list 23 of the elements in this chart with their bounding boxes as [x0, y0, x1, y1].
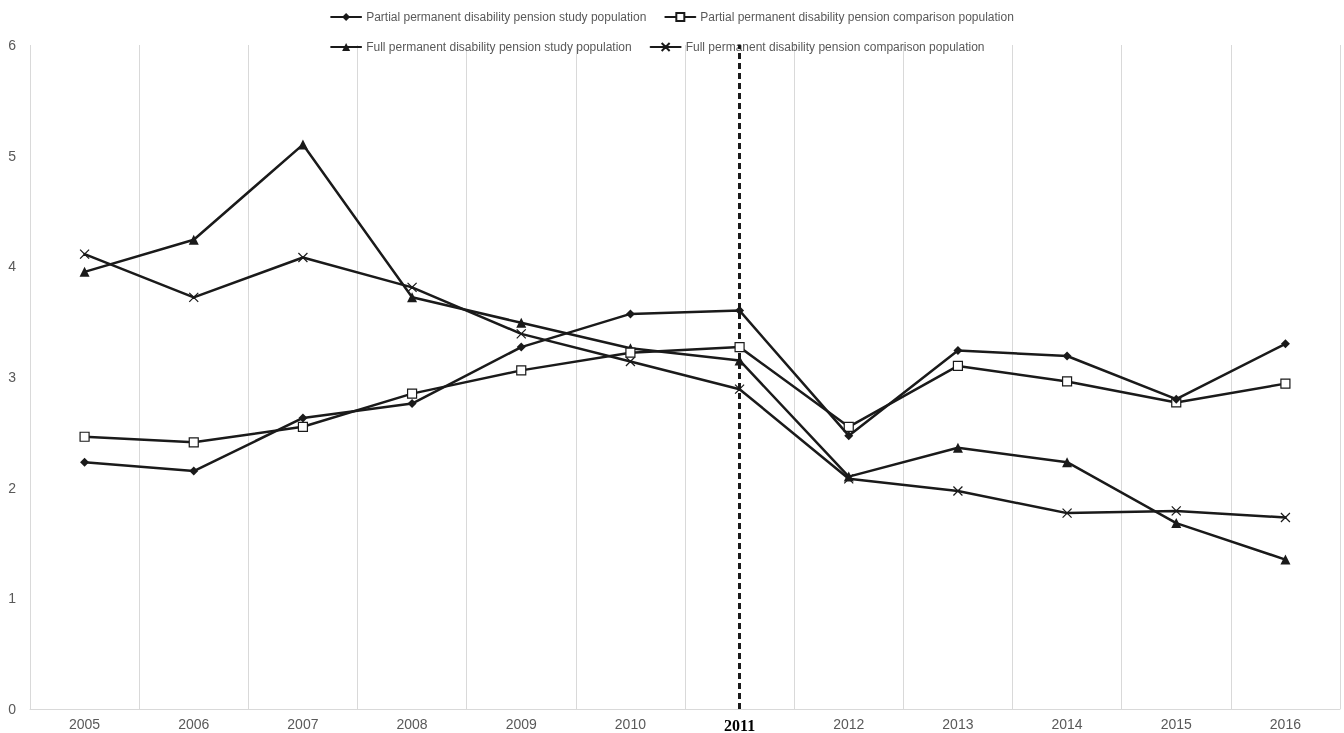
x-tick-label: 2007 [287, 716, 319, 732]
y-tick-label: 6 [8, 37, 17, 53]
y-tick-label: 2 [8, 479, 17, 496]
legend-label: Partial permanent disability pension comparison population [700, 10, 1014, 24]
y-tick-label: 3 [8, 369, 17, 385]
x-tick-label: 2005 [69, 716, 101, 732]
x-tick-label: 2009 [505, 716, 538, 732]
x-tick-label: 2013 [942, 716, 974, 732]
x-tick-label: 2011 [724, 716, 756, 733]
legend-label: Partial permanent disability pension study population [366, 10, 647, 24]
legend-label: Full permanent disability pension study population [366, 40, 632, 54]
y-tick-label: 1 [8, 590, 17, 607]
y-tick-label: 4 [8, 258, 17, 275]
y-tick-label: 0 [8, 701, 17, 717]
x-tick-label: 2008 [396, 716, 428, 732]
x-tick-label: 2014 [1051, 716, 1083, 732]
x-tick-label: 2006 [178, 716, 210, 732]
x-tick-label: 2010 [614, 716, 647, 732]
x-tick-label: 2012 [833, 716, 865, 732]
y-tick-label: 5 [8, 147, 17, 164]
x-tick-label: 2016 [1269, 716, 1302, 732]
legend-label: Full permanent disability pension comparison population [685, 40, 985, 54]
x-tick-label: 2015 [1160, 716, 1193, 732]
